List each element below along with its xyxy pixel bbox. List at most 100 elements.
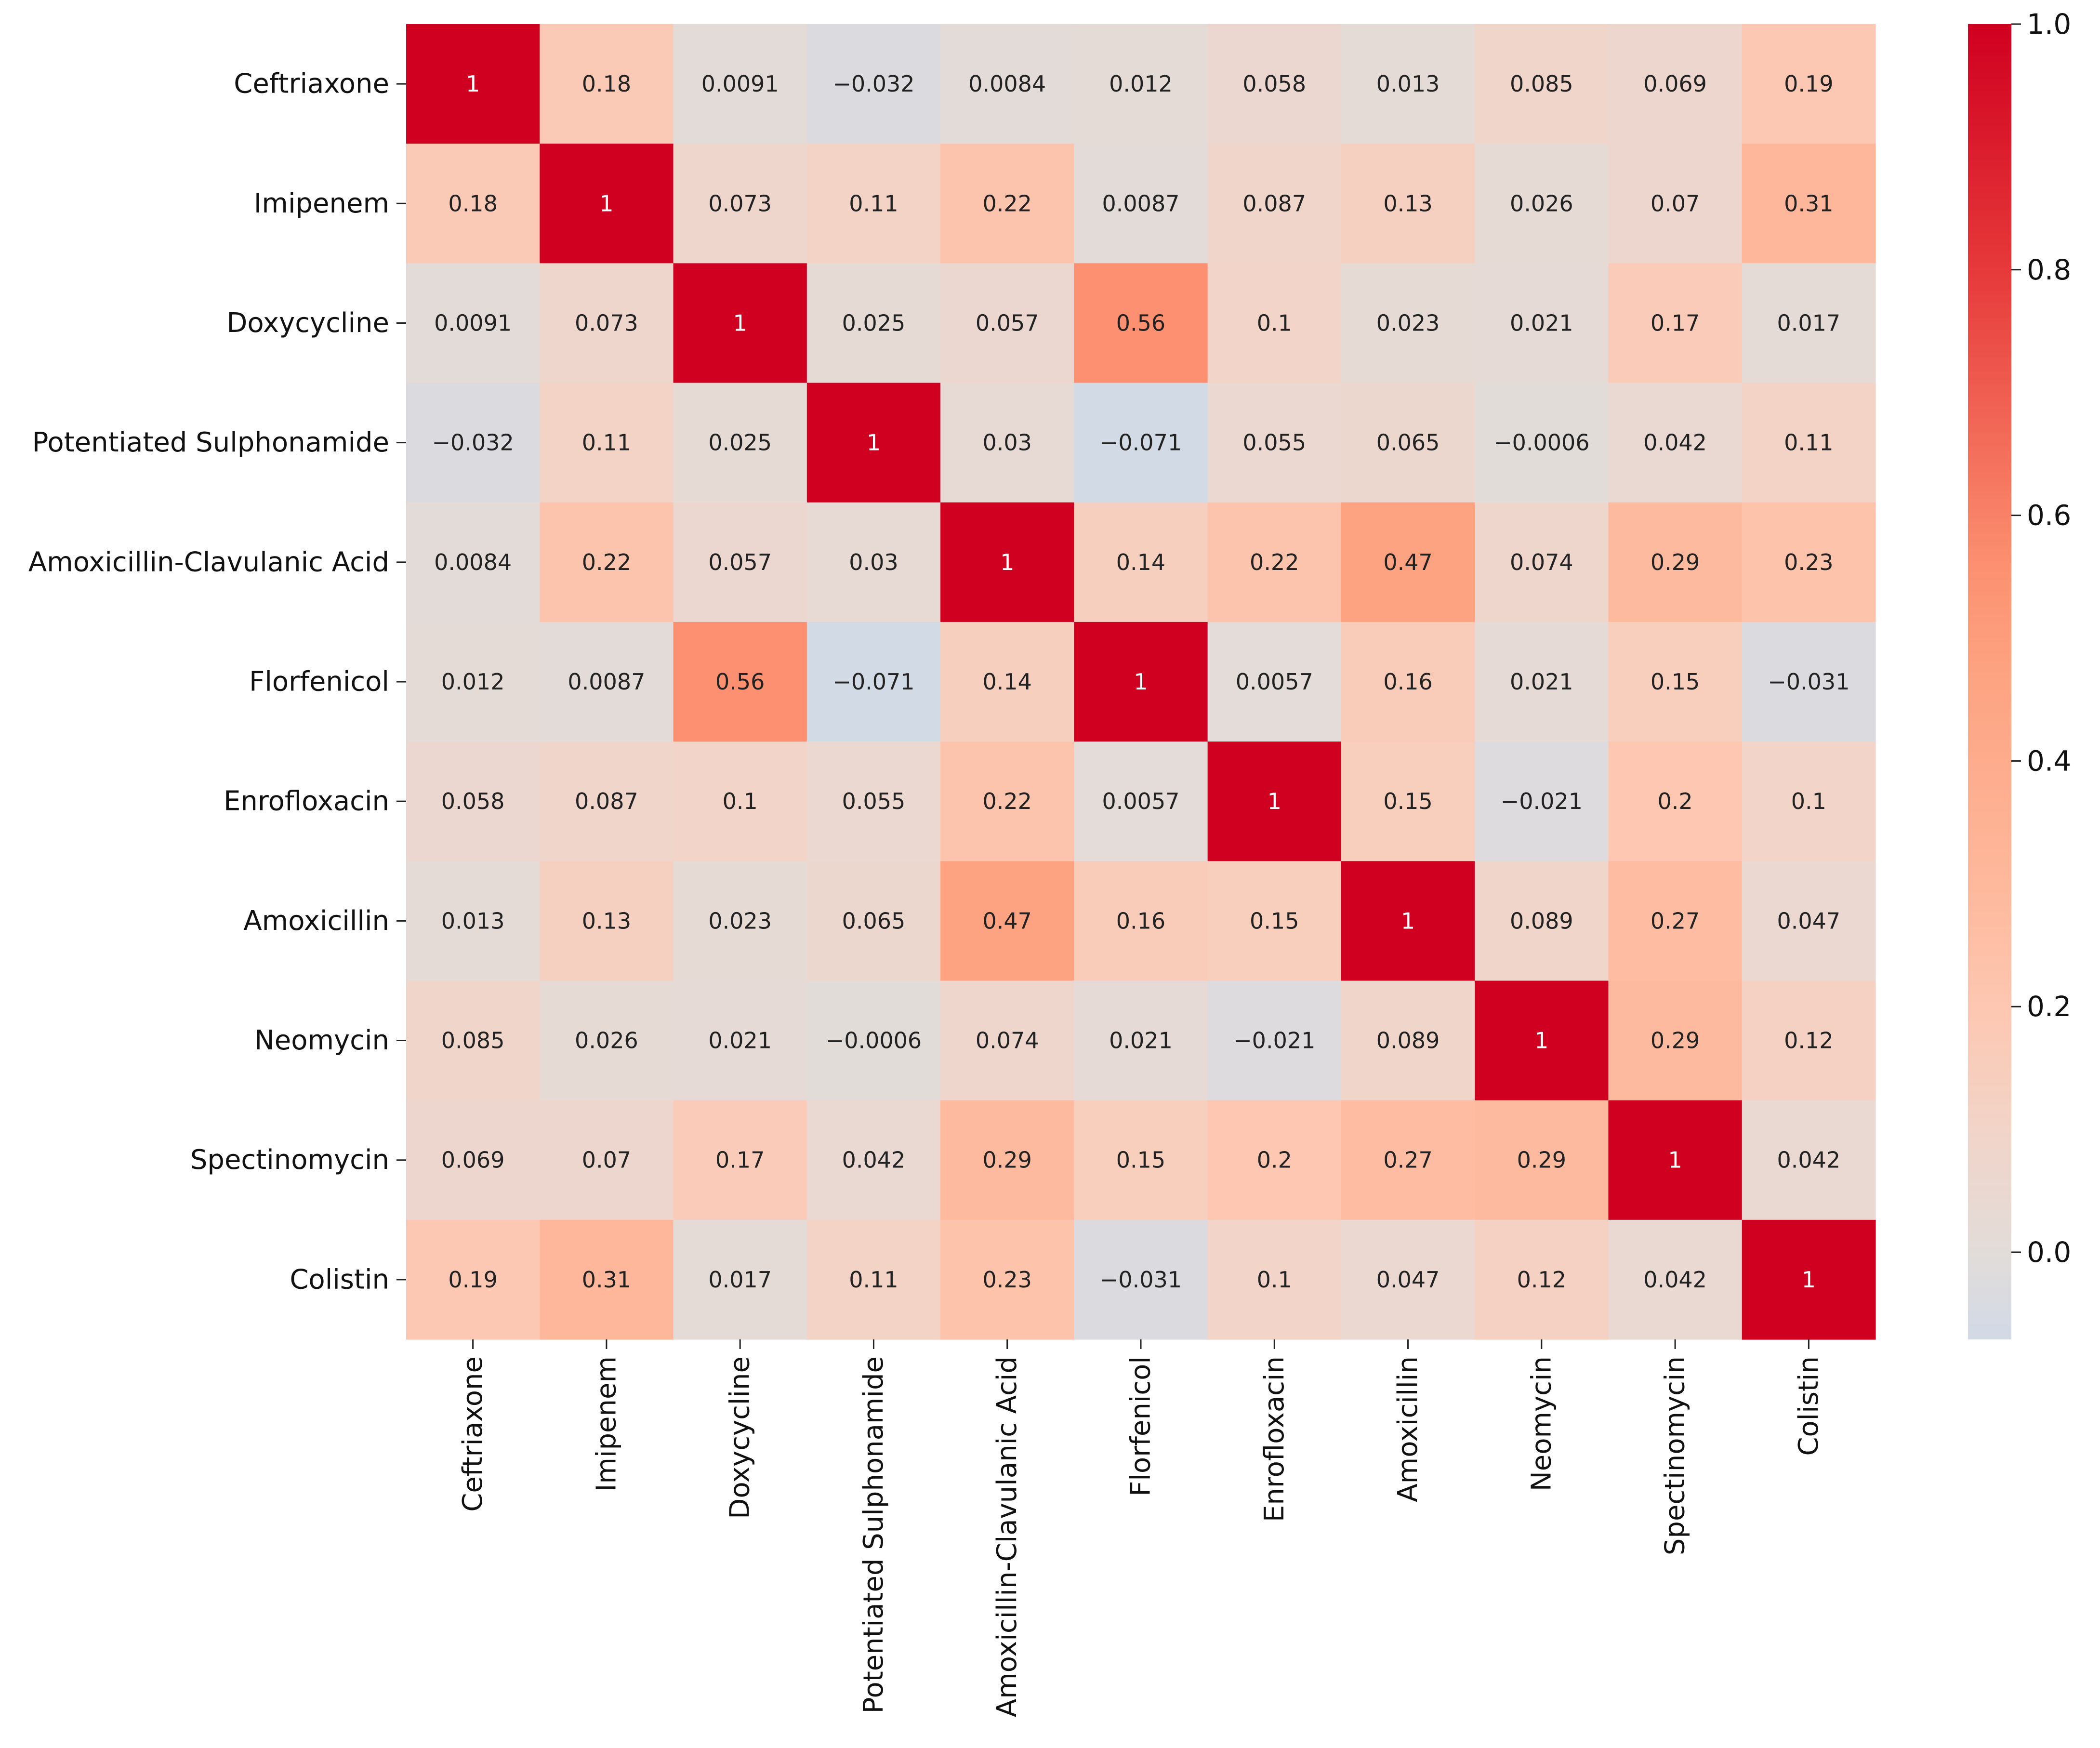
cell-value-label: 0.15 (1651, 669, 1700, 695)
cell-value-label: −0.032 (832, 71, 914, 97)
heatmap-cell (806, 1219, 941, 1340)
heatmap-cell (1475, 1100, 1609, 1220)
cell-value-label: 0.085 (1510, 71, 1573, 97)
x-tick-label: Doxycycline (725, 1356, 756, 1519)
cell-value-label: 0.012 (441, 669, 505, 695)
cell-value-label: 0.047 (1376, 1267, 1440, 1293)
cell-value-label: 0.073 (575, 310, 638, 336)
heatmap-cell (1475, 383, 1609, 503)
cell-value-label: 0.29 (983, 1147, 1032, 1173)
cell-value-label: 1 (1534, 1028, 1548, 1054)
cell-value-label: 0.17 (1651, 310, 1700, 336)
heatmap-cell (406, 144, 540, 264)
cell-value-label: 0.03 (983, 430, 1032, 456)
heatmap-cell (806, 383, 941, 503)
cell-value-label: 1 (1268, 788, 1281, 814)
heatmap-cell (806, 861, 941, 981)
y-tick-label: Enrofloxacin (224, 786, 389, 817)
cell-value-label: −0.071 (832, 669, 914, 695)
cell-value-label: 0.18 (448, 190, 497, 216)
cell-value-label: 0.16 (1383, 669, 1432, 695)
cell-value-label: 0.15 (1383, 788, 1432, 814)
heatmap-cell (1475, 263, 1609, 384)
heatmap-cell (406, 263, 540, 384)
cell-value-label: 1 (1668, 1147, 1682, 1173)
cell-value-label: 0.13 (1383, 190, 1432, 216)
heatmap-cell (1608, 742, 1743, 861)
heatmap-cell (806, 622, 941, 742)
colorbar-tick-label: 1.0 (2027, 8, 2071, 40)
heatmap-cell (1074, 144, 1208, 264)
heatmap-cell (1475, 144, 1609, 264)
heatmap-cell (540, 263, 674, 384)
x-tick-label: Amoxicillin (1392, 1356, 1424, 1502)
heatmap-cell (540, 622, 674, 742)
heatmap-cell (1608, 263, 1743, 384)
x-axis-labels: Ceftriaxone Imipenem Doxycycline Potentiate… (457, 1339, 1824, 1717)
colorbar-gradient (1968, 24, 2011, 1339)
heatmap-cell (1207, 742, 1342, 861)
cell-value-label: 0.058 (1242, 71, 1306, 97)
cell-value-label: −0.0006 (826, 1028, 922, 1054)
heatmap-cell (940, 263, 1074, 384)
heatmap-cell (540, 383, 674, 503)
heatmap-cell (1074, 1100, 1208, 1220)
cell-value-label: 0.021 (1510, 310, 1573, 336)
heatmap-cell (673, 1219, 807, 1340)
cell-value-label: 0.017 (708, 1267, 772, 1293)
colorbar-tick-label: 0.0 (2027, 1236, 2071, 1269)
heatmap-cells (406, 24, 1876, 1340)
cell-value-label: 1 (1401, 908, 1415, 934)
heatmap-cell (406, 24, 540, 144)
heatmap-cell (1341, 383, 1475, 503)
cell-value-label: 0.0091 (701, 71, 779, 97)
heatmap-cell (940, 502, 1074, 622)
heatmap-cell (940, 742, 1074, 861)
colorbar-tick-label: 0.4 (2027, 744, 2071, 777)
cell-value-label: 0.12 (1517, 1267, 1566, 1293)
cell-value-label: 0.013 (441, 908, 505, 934)
cell-value-label: 0.1 (1791, 788, 1826, 814)
x-tick-label: Ceftriaxone (457, 1356, 489, 1512)
cell-value-label: 0.021 (1109, 1028, 1173, 1054)
heatmap-cell-labels: 1 0.18 0.0091 −0.032 0.0084 0.012 0.058 0.013 0.… (432, 71, 1850, 1293)
y-tick-label: Potentiated Sulphonamide (32, 427, 389, 458)
cell-value-label: −0.021 (1233, 1028, 1315, 1054)
heatmap-cell (406, 502, 540, 622)
cell-value-label: 0.0091 (434, 310, 512, 336)
x-tick-label: Neomycin (1526, 1356, 1557, 1491)
heatmap-cell (406, 622, 540, 742)
cell-value-label: 0.29 (1517, 1147, 1566, 1173)
heatmap-cell (1608, 622, 1743, 742)
heatmap-cell (1742, 1219, 1876, 1340)
colorbar: 0.0 0.2 0.4 0.6 0.8 1.0 (1968, 8, 2071, 1339)
cell-value-label: 0.089 (1376, 1028, 1440, 1054)
heatmap-cell (673, 742, 807, 861)
heatmap-cell (540, 1219, 674, 1340)
cell-value-label: 0.1 (723, 788, 758, 814)
cell-value-label: 0.27 (1651, 908, 1700, 934)
heatmap-cell (806, 144, 941, 264)
heatmap-cell (1341, 622, 1475, 742)
cell-value-label: 0.026 (1510, 190, 1573, 216)
cell-value-label: −0.0006 (1493, 430, 1590, 456)
heatmap-cell (1341, 263, 1475, 384)
cell-value-label: 0.087 (1242, 190, 1306, 216)
cell-value-label: 0.085 (441, 1028, 505, 1054)
heatmap-cell (673, 263, 807, 384)
colorbar-tick-label: 0.8 (2027, 253, 2071, 286)
cell-value-label: 0.22 (983, 788, 1032, 814)
colorbar-tick-label: 0.6 (2027, 499, 2071, 532)
x-tick-label: Spectinomycin (1660, 1356, 1691, 1555)
cell-value-label: 0.055 (842, 788, 906, 814)
heatmap-cell (806, 1100, 941, 1220)
cell-value-label: 0.057 (976, 310, 1039, 336)
x-tick-label: Enrofloxacin (1259, 1356, 1290, 1522)
cell-value-label: 0.057 (708, 549, 772, 575)
y-axis-labels: Ceftriaxone Imipenem Doxycycline Potentiate… (28, 68, 406, 1295)
cell-value-label: 0.058 (441, 788, 505, 814)
cell-value-label: 0.074 (1510, 549, 1573, 575)
cell-value-label: 0.31 (1784, 190, 1833, 216)
heatmap-cell (1742, 383, 1876, 503)
heatmap-cell (673, 622, 807, 742)
